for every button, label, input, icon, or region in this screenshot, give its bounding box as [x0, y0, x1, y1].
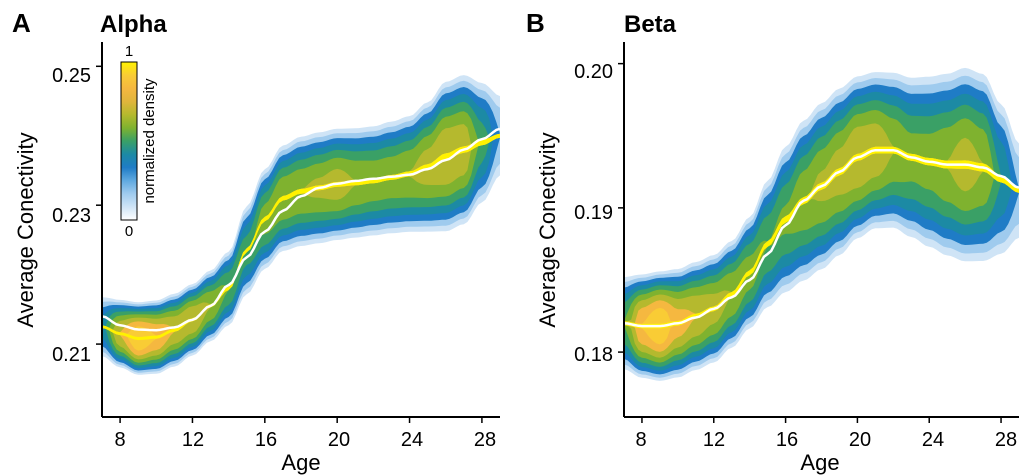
ticks-a — [96, 65, 483, 423]
colorbar-max-label: 1 — [125, 43, 133, 60]
density-area-a — [102, 75, 500, 375]
panel-letter-b: B — [526, 8, 545, 38]
x-tick-label-a-20: 20 — [328, 429, 350, 451]
panel-a: A Alpha 8 12 16 20 24 28 0.21 0.23 0.25 … — [12, 8, 501, 475]
fit-line-b — [623, 148, 1020, 328]
ticks-b — [618, 62, 1002, 423]
y-axis-title-b: Average Conectivity — [535, 132, 560, 327]
colorbar-title: normalized density — [141, 78, 158, 204]
panel-letter-a: A — [12, 8, 31, 38]
y-tick-label-a-021: 0.21 — [52, 344, 91, 366]
y-axis-title-a: Average Conectivity — [13, 132, 38, 327]
colorbar — [120, 61, 138, 221]
x-axis-title-a: Age — [281, 450, 320, 475]
density-level-b-7 — [624, 123, 1019, 358]
density-level-b-10 — [624, 146, 1019, 329]
x-tick-label-b-24: 24 — [922, 429, 944, 451]
y-tick-label-b-018: 0.18 — [574, 344, 613, 366]
y-tick-label-b-019: 0.19 — [574, 202, 613, 224]
x-tick-label-a-24: 24 — [401, 429, 423, 451]
x-tick-label-a-8: 8 — [114, 429, 125, 451]
x-tick-label-a-28: 28 — [474, 429, 496, 451]
x-tick-label-b-28: 28 — [995, 429, 1017, 451]
panel-b: B Beta 8 12 16 20 24 28 0.18 0.19 0.20 A… — [526, 8, 1020, 475]
x-tick-label-a-16: 16 — [255, 429, 277, 451]
x-tick-label-b-20: 20 — [849, 429, 871, 451]
x-tick-label-b-8: 8 — [635, 429, 646, 451]
x-tick-label-b-12: 12 — [703, 429, 725, 451]
y-tick-label-a-023: 0.23 — [52, 205, 91, 227]
density-area-b — [624, 67, 1019, 381]
y-tick-label-b-020: 0.20 — [574, 61, 613, 83]
y-tick-label-a-025: 0.25 — [52, 65, 91, 87]
panel-title-alpha: Alpha — [100, 11, 167, 38]
panel-title-beta: Beta — [624, 11, 677, 38]
x-axis-title-b: Age — [800, 450, 839, 475]
x-tick-label-b-16: 16 — [776, 429, 798, 451]
colorbar-min-label: 0 — [125, 223, 133, 240]
x-tick-label-a-12: 12 — [182, 429, 204, 451]
fit-line-a — [101, 127, 501, 332]
